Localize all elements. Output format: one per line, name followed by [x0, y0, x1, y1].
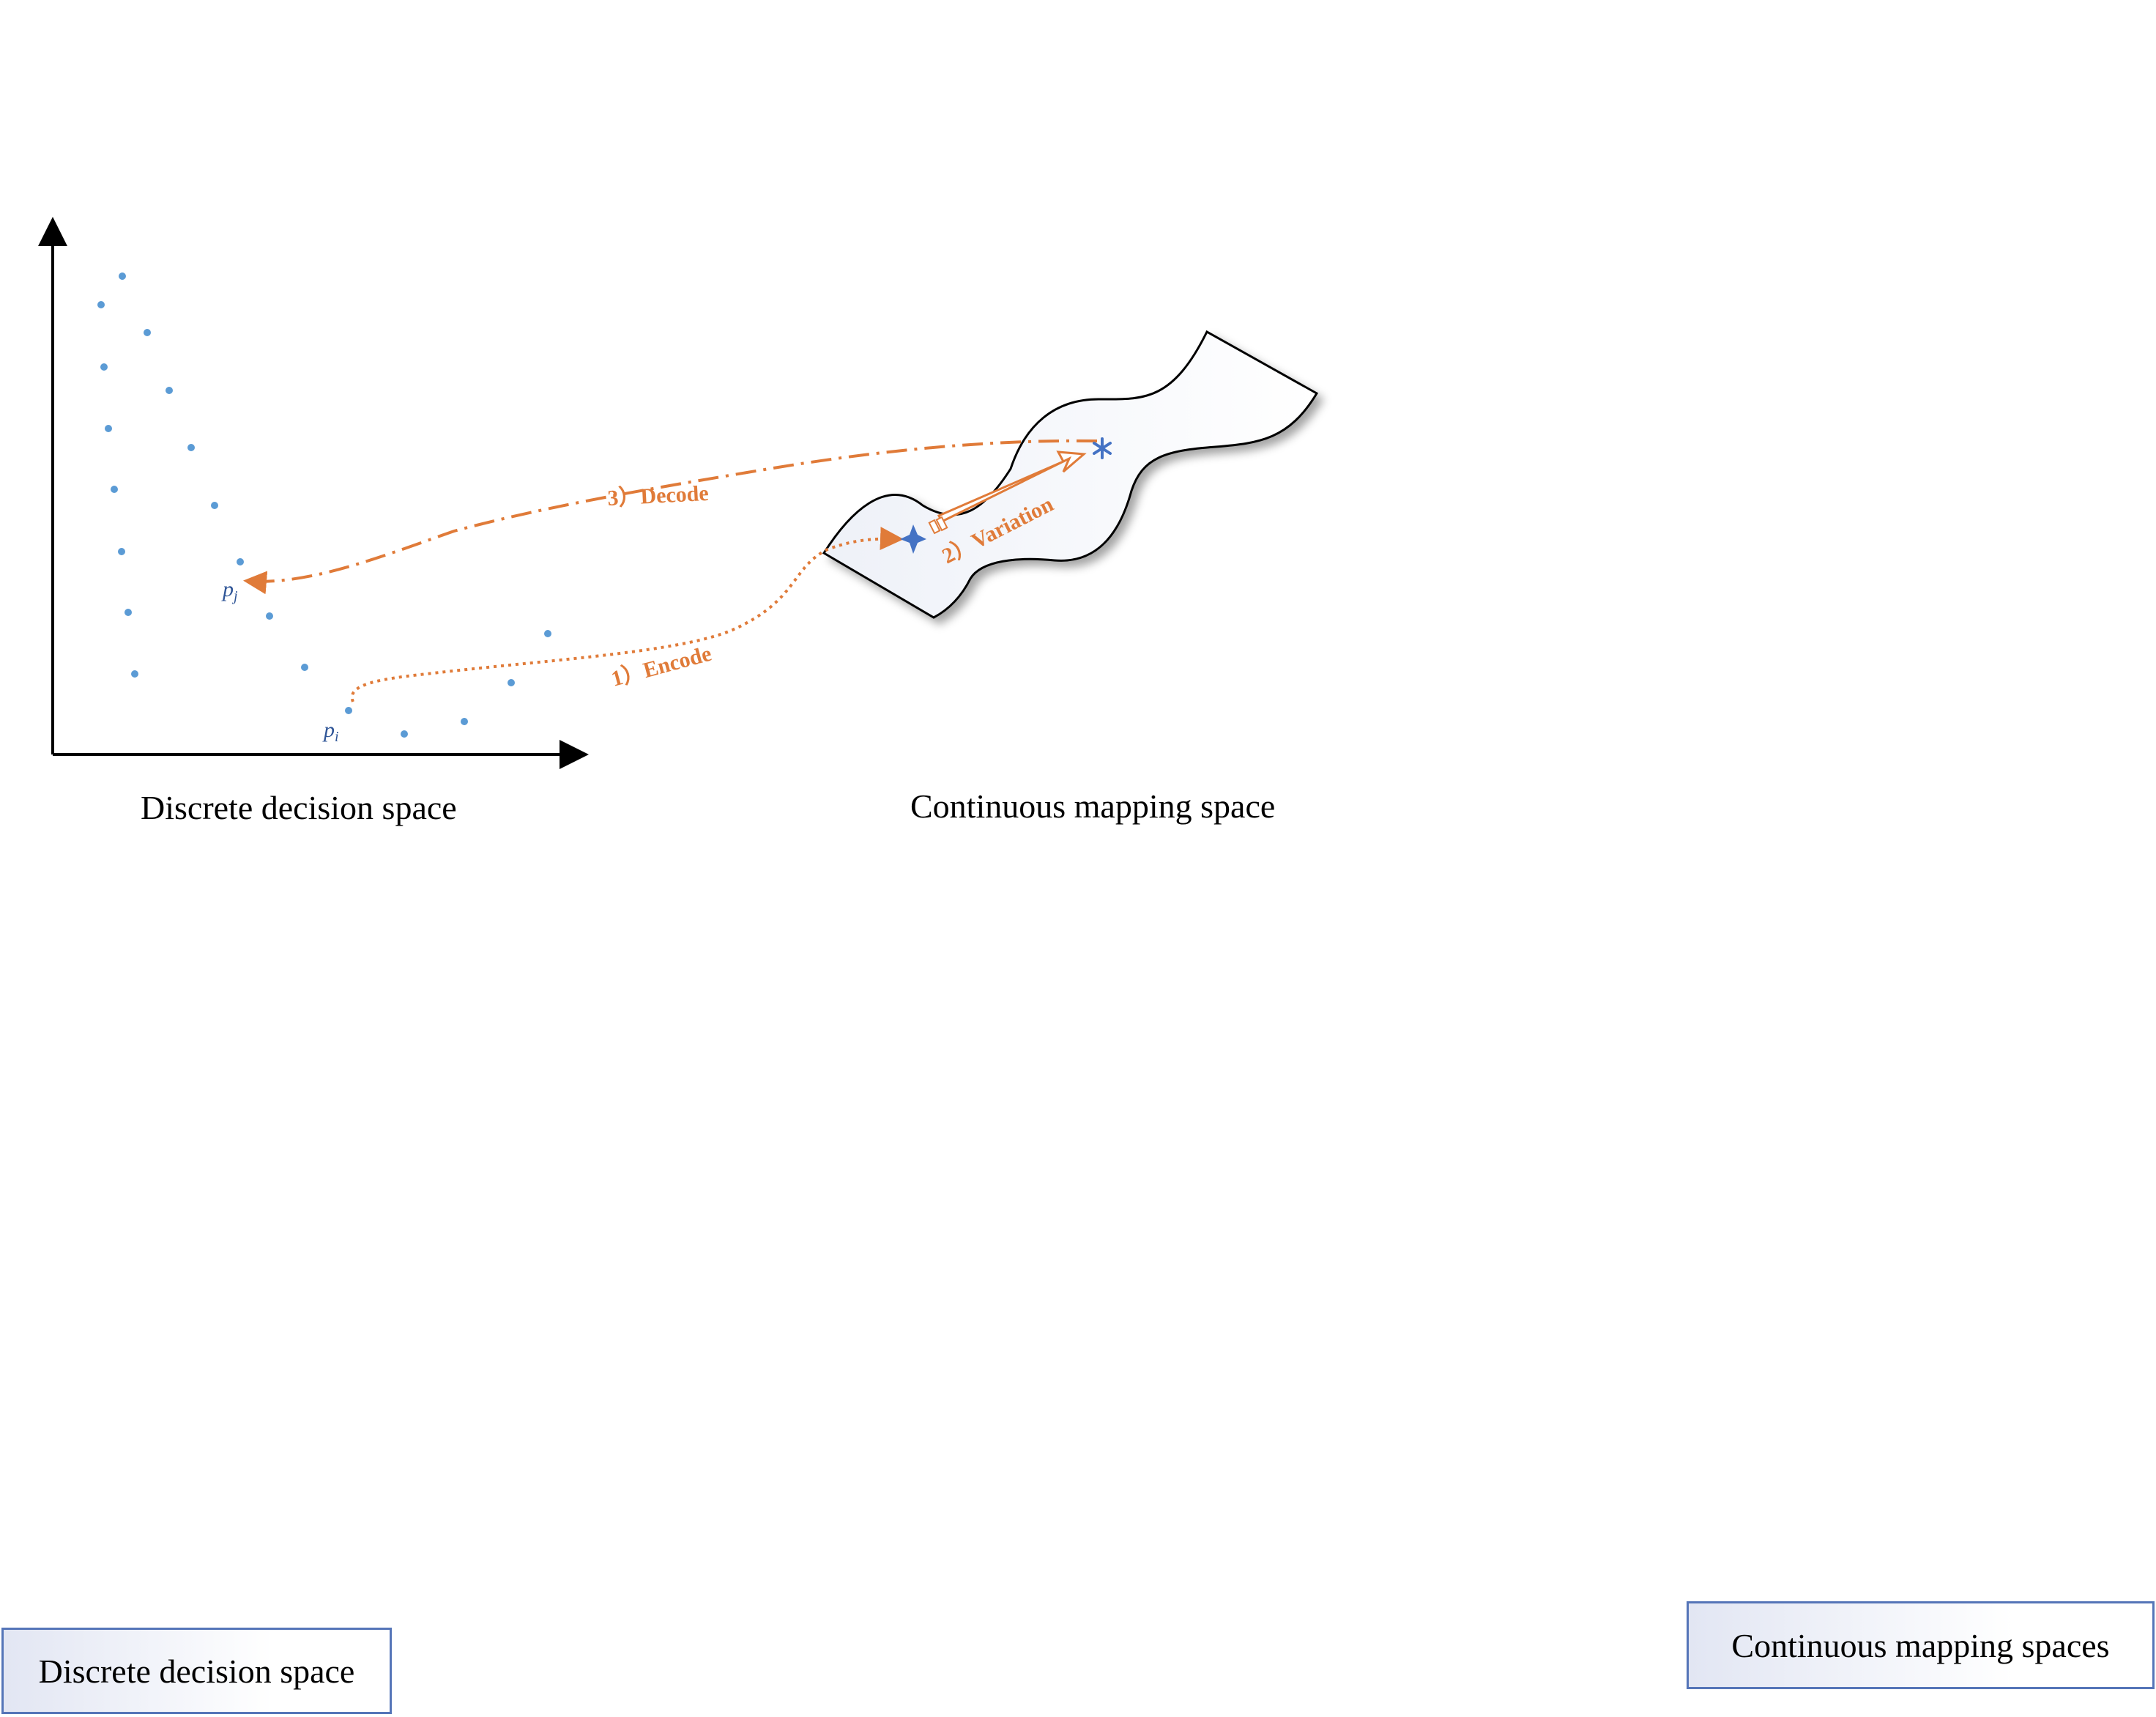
end-star-icon: [1093, 437, 1112, 459]
point: [461, 718, 468, 725]
discrete-space-box: Discrete decision space: [1, 1628, 392, 1714]
point: [544, 630, 551, 637]
point: [508, 679, 515, 686]
point: [118, 548, 125, 555]
point: [166, 387, 173, 394]
variation-arrow: [928, 450, 1087, 535]
scatter-points: [97, 272, 551, 738]
point-i-label: pi: [322, 718, 339, 745]
point: [187, 444, 195, 451]
discrete-space-caption: Discrete decision space: [141, 789, 457, 826]
point: [266, 612, 273, 620]
point: [401, 730, 408, 738]
point-j-label: pj: [221, 577, 238, 604]
point: [131, 670, 138, 678]
decode-arrow: [243, 439, 1098, 595]
encode-arrow: [350, 527, 904, 702]
decode-label: 3）Decode: [607, 481, 710, 511]
point: [237, 558, 244, 565]
point: [100, 363, 108, 371]
point: [119, 272, 126, 280]
point: [124, 609, 132, 616]
point: [105, 425, 112, 432]
point: [97, 301, 105, 308]
start-star-icon: [900, 524, 926, 554]
continuous-space-caption: Continuous mapping space: [910, 787, 1275, 825]
continuous-space-box: Continuous mapping spaces: [1687, 1601, 2155, 1689]
continuous-space-box-label: Continuous mapping spaces: [1731, 1626, 2110, 1664]
discrete-space-box-label: Discrete decision space: [38, 1652, 355, 1690]
point: [301, 664, 308, 671]
point: [345, 707, 352, 714]
mapping-surface: [822, 330, 1319, 619]
point: [111, 486, 118, 493]
point: [211, 502, 218, 509]
point: [144, 329, 151, 336]
